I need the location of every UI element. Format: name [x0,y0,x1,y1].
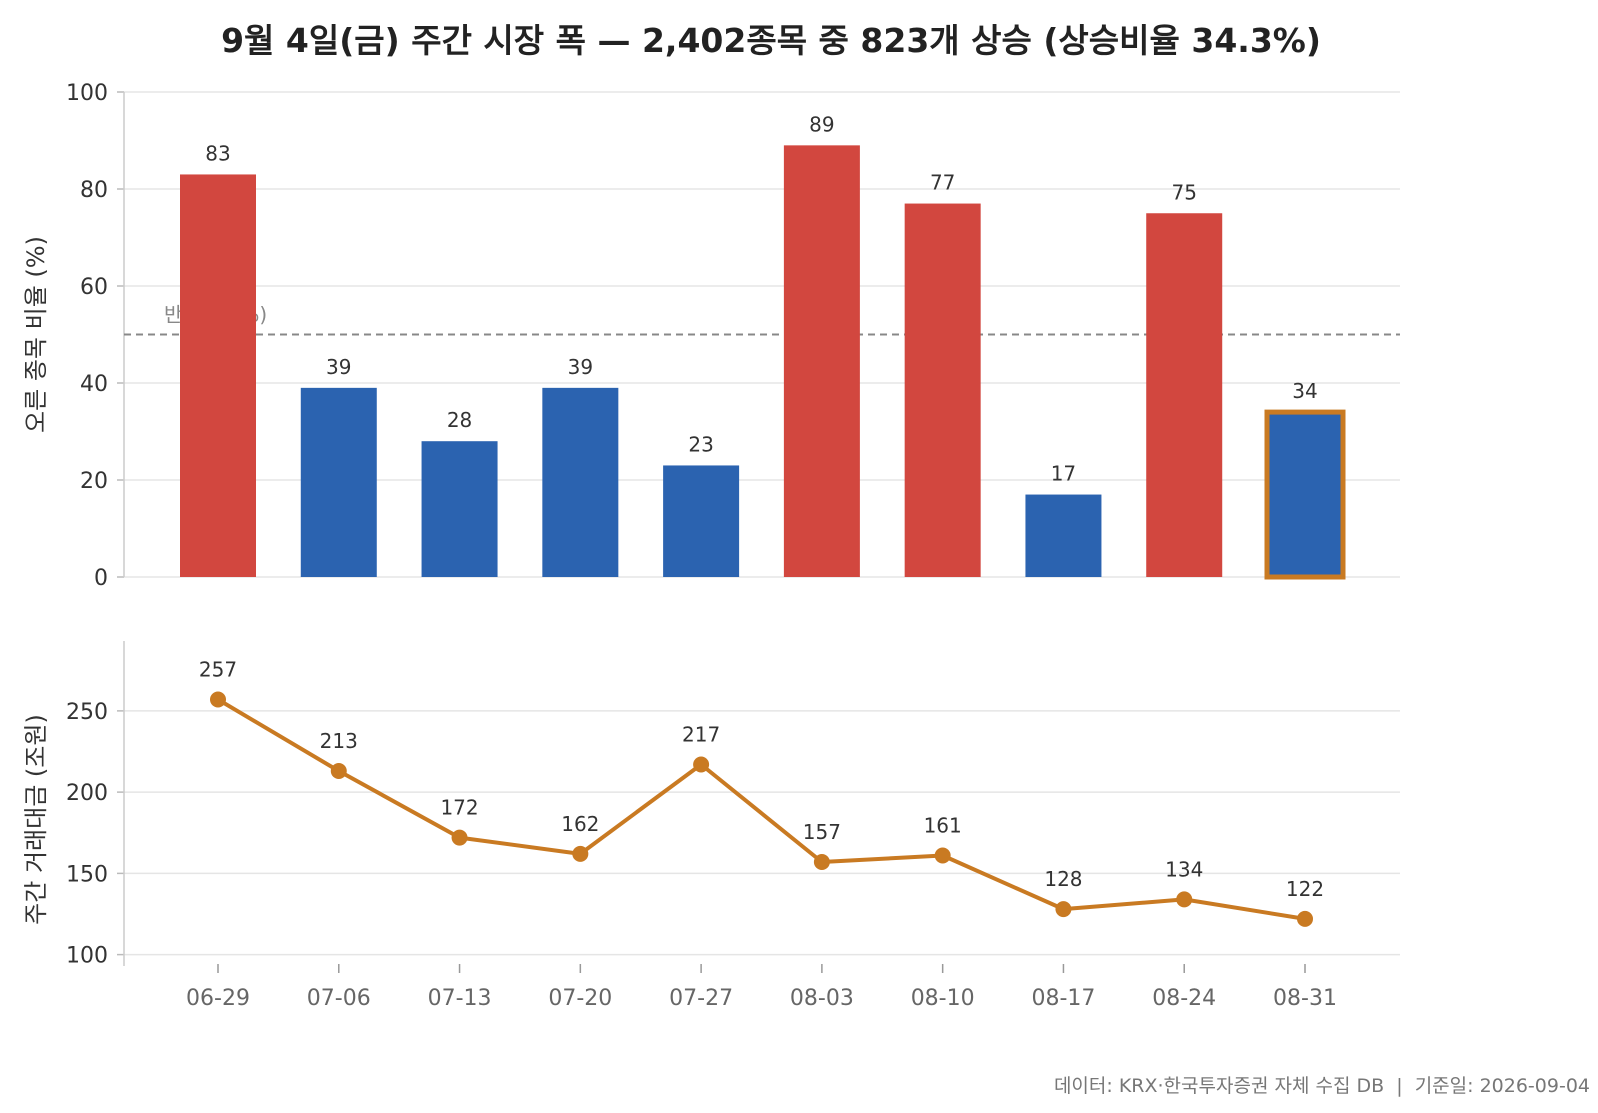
footer-source: 데이터: KRX·한국투자증권 자체 수집 DB | 기준일: 2026-09-… [1054,1075,1590,1097]
line-data-label: 213 [320,729,358,753]
bar-y-tick-label: 0 [94,566,108,591]
bar-data-label: 34 [1292,379,1317,403]
bar-data-label: 39 [568,355,593,379]
bar-data-label: 75 [1171,180,1196,204]
x-tick-label: 08-24 [1152,986,1216,1011]
bar-y-axis-label: 오른 종목 비율 (%) [22,236,50,433]
line-data-label: 122 [1286,877,1324,901]
line-point [813,854,830,870]
line-data-label: 162 [561,812,599,836]
bar [421,441,498,577]
line-point [1176,891,1193,908]
line-data-label: 161 [924,814,962,838]
bar [180,174,256,577]
bar [1146,213,1223,577]
x-tick-label: 07-13 [428,986,492,1011]
line-series-path [216,697,1306,921]
line-y-tick-label: 150 [66,862,108,887]
x-tick-label: 08-31 [1273,986,1337,1011]
bar [663,465,740,577]
line-point [934,847,951,864]
bar [542,387,619,577]
line-point [693,756,710,773]
bar-panel: 020406080100반반 (50%)83392839238977177534… [22,81,1400,591]
line-data-label: 257 [199,658,237,682]
bar-data-label: 17 [1051,462,1076,486]
x-tick-label: 08-17 [1031,986,1095,1011]
bar-data-label: 83 [205,141,230,165]
line-y-axis-label: 주간 거래대금 (조원) [22,714,50,925]
line-y-tick-label: 100 [66,944,108,969]
line-data-label: 134 [1165,857,1203,881]
line-data-label: 217 [682,723,720,747]
bar-highlighted [1264,409,1346,580]
x-tick-label: 07-20 [548,986,612,1011]
x-tick-label: 07-27 [669,986,733,1011]
bar-data-label: 28 [447,408,472,432]
line-y-tick-label: 250 [66,700,108,725]
line-data-label: 172 [440,796,478,820]
line-point [1297,910,1313,927]
x-tick-label: 07-06 [307,986,371,1011]
bar [783,145,860,577]
bar-data-label: 77 [930,171,955,195]
x-tick-label: 08-10 [911,986,975,1011]
bar-y-tick-label: 100 [66,81,108,106]
line-point [1055,901,1072,918]
bar-data-label: 89 [809,112,834,136]
bar-data-label: 39 [326,355,351,379]
x-tick-label: 06-29 [186,986,250,1011]
x-tick-label: 08-03 [790,986,854,1011]
bar-y-tick-label: 80 [80,178,108,203]
line-point [330,763,347,779]
bar-data-label: 23 [688,432,713,456]
line-panel: 100 150 200 250 257 213 172 162 217 157 161 128 134 1… [22,641,1400,1011]
line-point [451,829,468,846]
bar [1025,494,1102,577]
bar [904,203,981,578]
line-data-label: 128 [1044,867,1082,891]
line-data-label: 157 [803,820,841,844]
line-y-tick-label: 200 [66,781,108,806]
chart-title: 9월 4일(금) 주간 시장 폭 — 2,402종목 중 823개 상승 (상승… [221,21,1321,60]
line-point [572,845,589,862]
bar-y-tick-label: 40 [80,372,108,397]
bar [300,387,377,577]
line-point [210,691,226,708]
bar-y-tick-label: 60 [80,275,108,300]
bar-y-tick-label: 20 [80,469,108,494]
